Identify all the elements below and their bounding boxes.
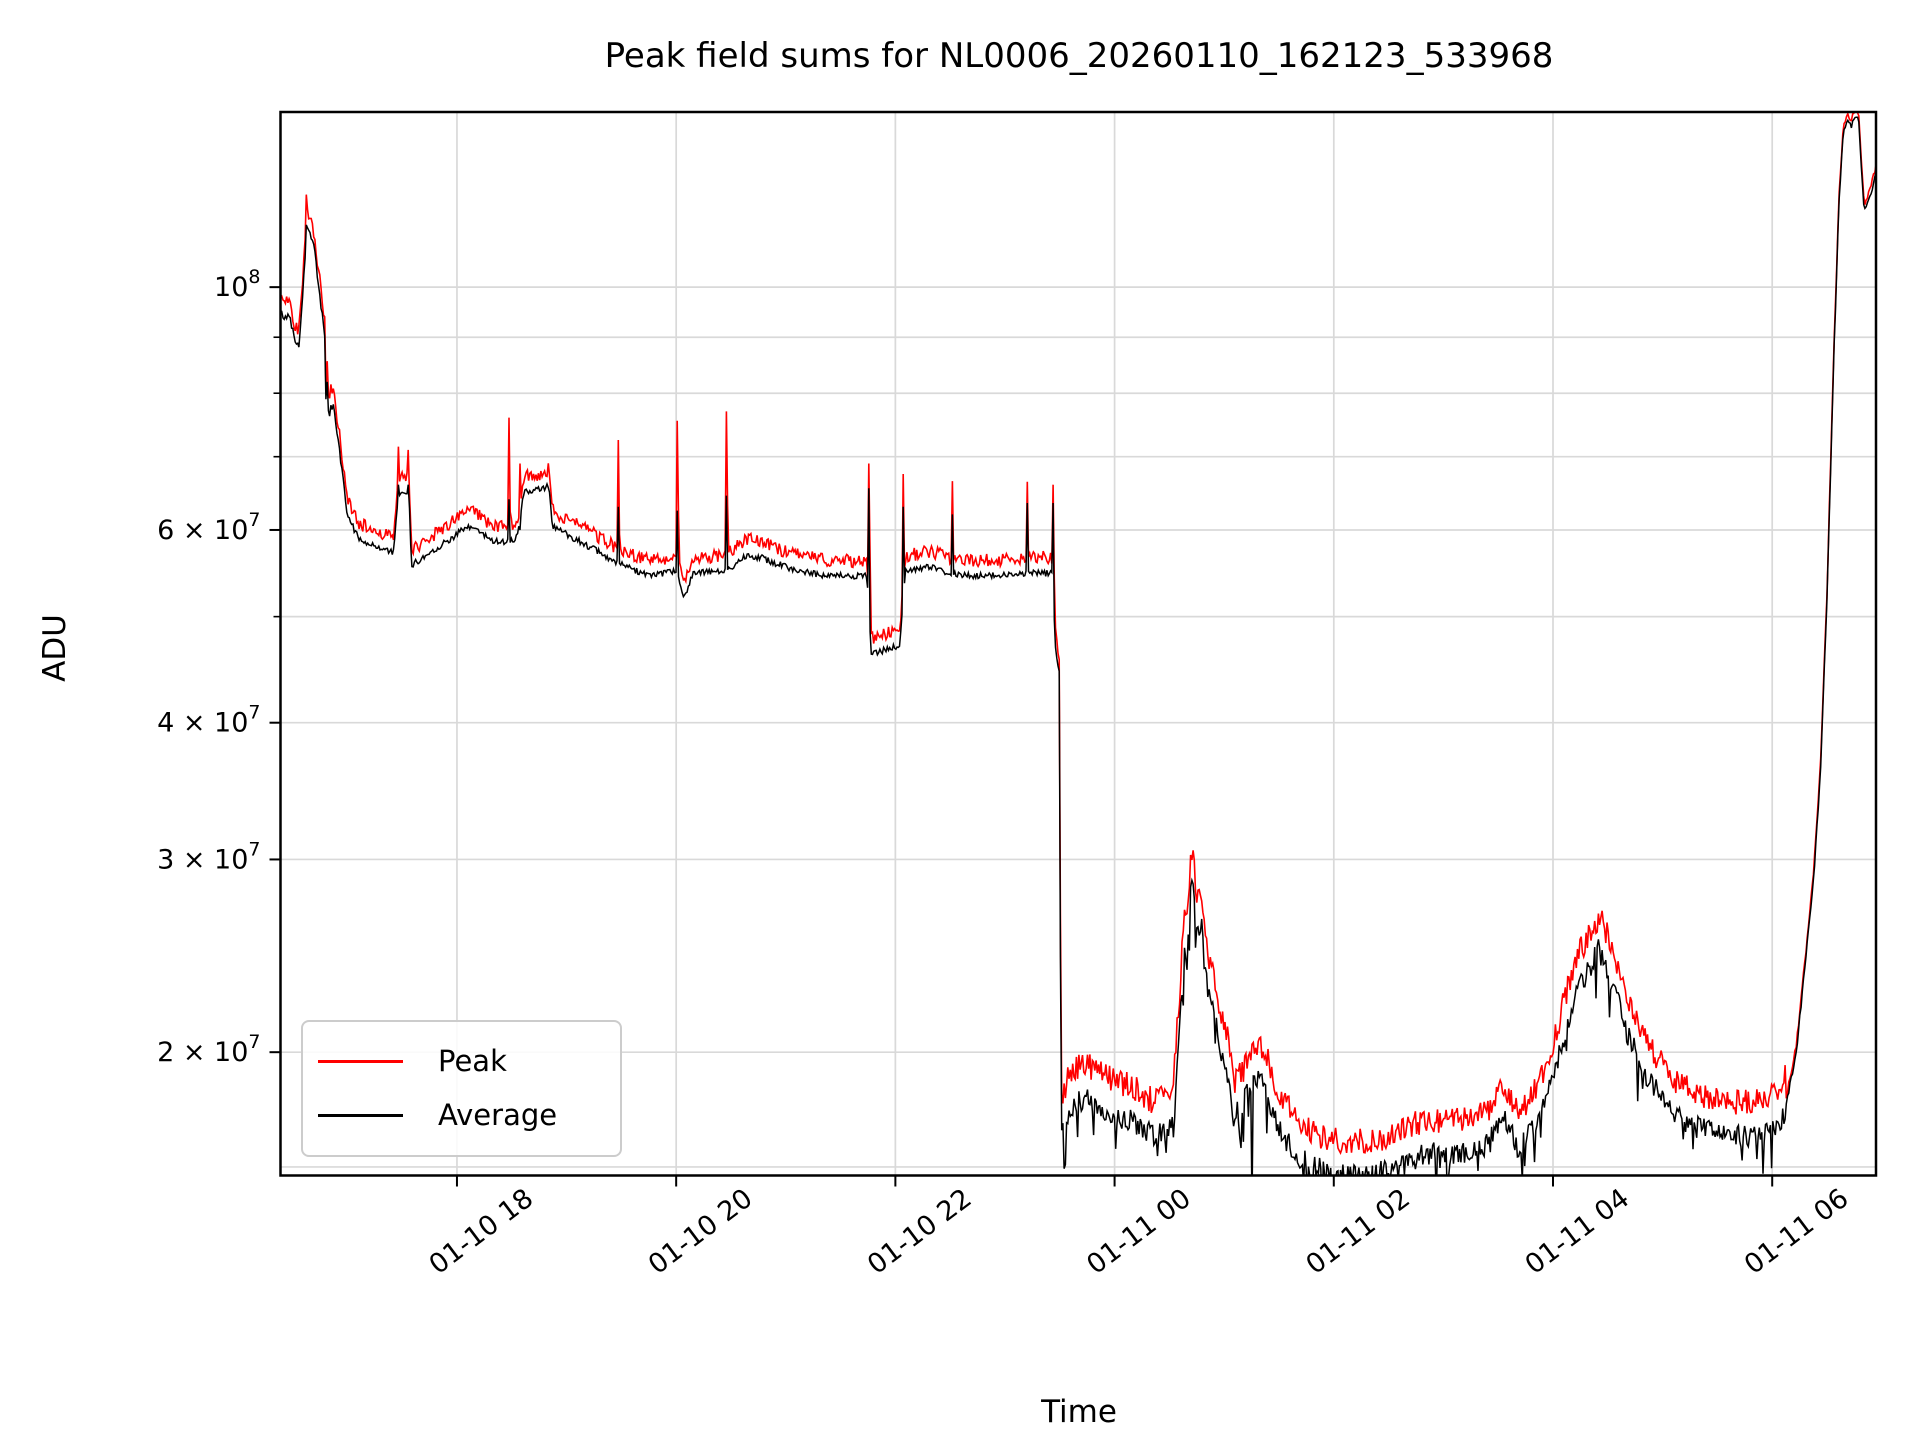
chart-title: Peak field sums for NL0006_20260110_1621… xyxy=(604,36,1554,76)
x-tick-label: 01-10 18 xyxy=(424,1183,540,1281)
legend-label-peak: Peak xyxy=(438,1044,507,1078)
x-tick-label: 01-11 00 xyxy=(1081,1183,1197,1281)
plot-border xyxy=(279,110,1878,1177)
legend-row-average: Average xyxy=(303,1100,620,1132)
x-axis-label: Time xyxy=(1041,1394,1117,1430)
legend-row-peak: Peak xyxy=(303,1046,620,1078)
average-line-swatch xyxy=(318,1114,403,1117)
y-tick-label: 4 × 107 xyxy=(157,702,260,739)
peak-series-line xyxy=(280,112,1876,1155)
peak-line-swatch xyxy=(318,1060,403,1063)
x-tick-label: 01-10 22 xyxy=(862,1183,978,1281)
y-tick-label: 108 xyxy=(214,266,260,303)
average-series-line xyxy=(280,116,1876,1176)
x-tick-label: 01-10 20 xyxy=(643,1183,759,1281)
x-tick-label: 01-11 06 xyxy=(1739,1183,1855,1281)
x-tick-label: 01-11 04 xyxy=(1520,1183,1636,1281)
y-tick-label: 2 × 107 xyxy=(157,1031,260,1068)
y-tick-label: 6 × 107 xyxy=(157,509,260,546)
y-tick-label: 3 × 107 xyxy=(157,838,260,875)
x-tick-label: 01-11 02 xyxy=(1300,1183,1416,1281)
legend: Peak Average xyxy=(301,1020,622,1157)
legend-label-average: Average xyxy=(438,1098,558,1132)
